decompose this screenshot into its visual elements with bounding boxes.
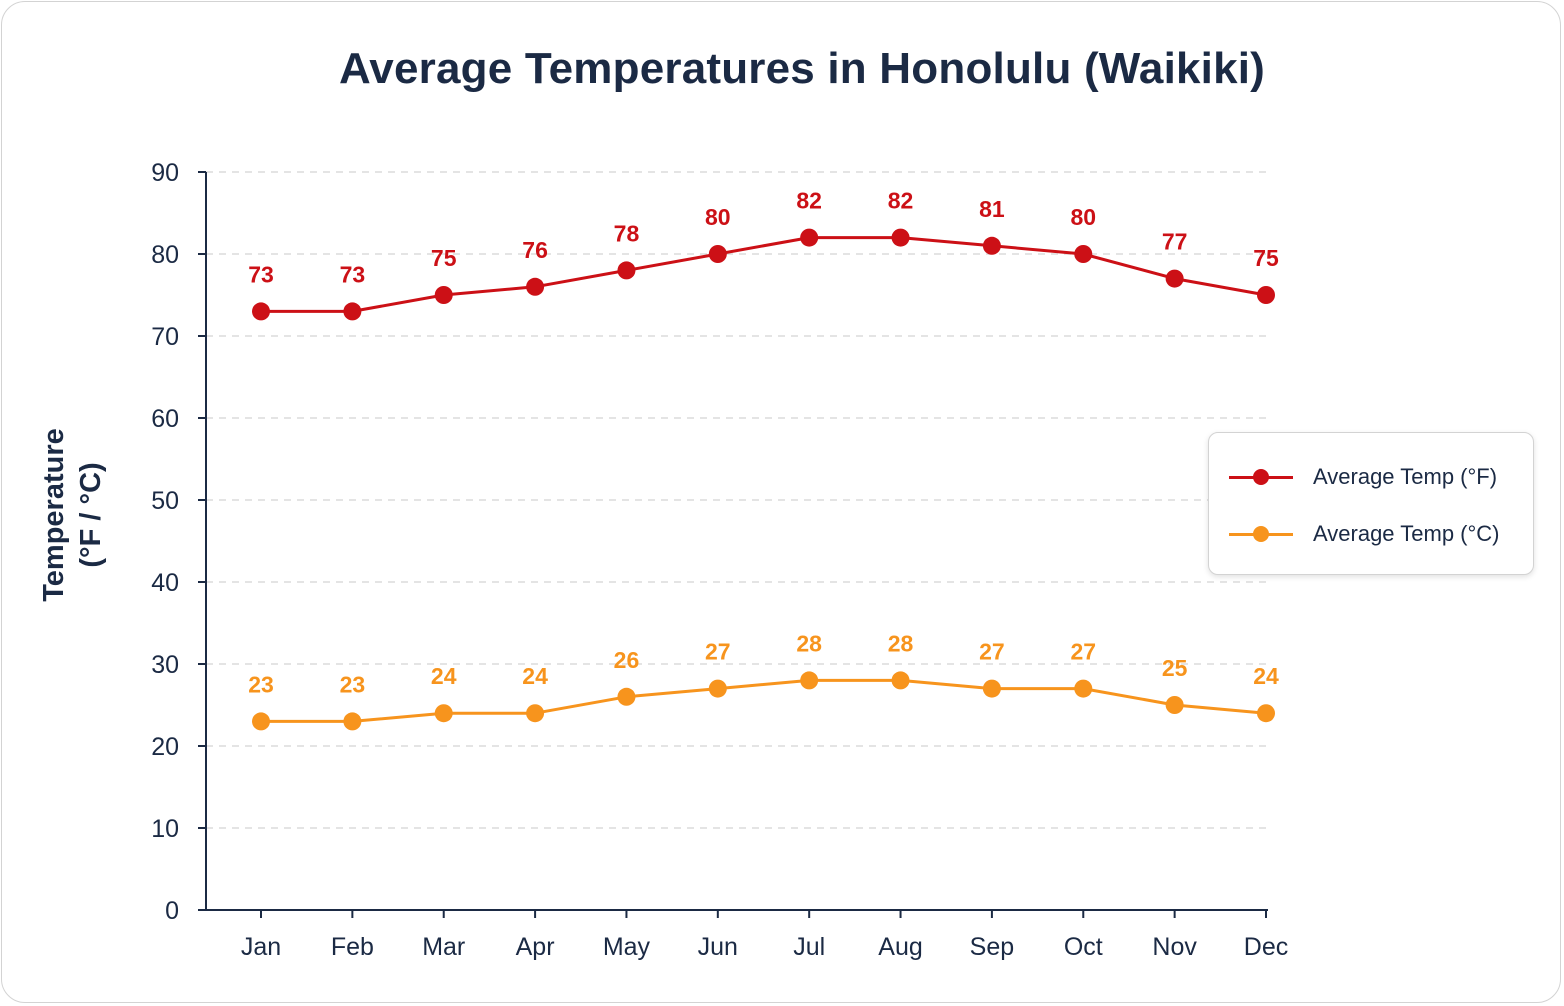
data-point-1-aug [891, 671, 910, 690]
legend-label-fahrenheit: Average Temp (°F) [1313, 464, 1498, 489]
y-axis-title-line1: Temperature [38, 428, 70, 602]
data-label-1-jan: 23 [248, 671, 274, 697]
data-label-1-mar: 24 [431, 663, 457, 689]
y-tick-label-70: 70 [151, 323, 179, 351]
data-label-1-dec: 24 [1253, 663, 1279, 689]
legend-label-celsius: Average Temp (°C) [1313, 521, 1500, 546]
series-1: 23 23 24 24 26 27 28 28 27 27 25 24 [248, 630, 1279, 731]
x-tick-label-may: May [603, 933, 651, 961]
data-label-1-feb: 23 [340, 671, 366, 697]
y-tick-label-40: 40 [151, 569, 179, 597]
data-label-0-may: 78 [614, 220, 640, 246]
y-tick-label-0: 0 [165, 897, 179, 925]
series-line-0 [261, 236, 1267, 313]
data-point-0-sep [982, 236, 1001, 255]
data-point-0-dec [1257, 286, 1275, 304]
data-point-1-feb [343, 712, 362, 731]
y-tick-label-80: 80 [151, 241, 179, 269]
data-point-1-sep [982, 679, 1001, 698]
data-label-1-jul: 28 [796, 630, 822, 656]
x-tick-label-mar: Mar [422, 933, 465, 961]
series-0: 73 73 75 76 78 80 82 82 81 80 77 75 [248, 188, 1279, 321]
data-label-1-sep: 27 [979, 639, 1005, 665]
data-point-1-dec [1257, 704, 1275, 723]
data-label-0-sep: 81 [979, 196, 1005, 222]
data-point-1-jun [708, 679, 727, 698]
x-tick-label-sep: Sep [970, 933, 1014, 961]
x-tick-label-apr: Apr [516, 933, 555, 961]
y-tick-label-60: 60 [151, 405, 179, 433]
y-tick-label-10: 10 [151, 815, 179, 843]
data-point-0-jul [800, 228, 819, 247]
data-label-1-apr: 24 [522, 663, 548, 689]
data-label-1-jun: 27 [705, 639, 731, 665]
data-point-0-feb [343, 302, 362, 321]
data-label-0-apr: 76 [522, 237, 548, 263]
chart-title: Average Temperatures in Honolulu (Waikik… [338, 44, 1266, 93]
data-label-1-nov: 25 [1162, 655, 1188, 681]
x-tick-label-oct: Oct [1064, 933, 1103, 961]
x-tick-label-dec: Dec [1244, 933, 1288, 961]
x-tick-label-jun: Jun [698, 933, 738, 961]
y-tick-label-20: 20 [151, 733, 179, 761]
y-tick-label-30: 30 [151, 651, 179, 679]
series-line-1 [261, 678, 1267, 723]
legend-item-celsius: Average Temp (°C) [1229, 519, 1500, 549]
data-label-1-aug: 28 [888, 630, 914, 656]
data-point-0-apr [526, 277, 545, 296]
data-label-0-feb: 73 [340, 261, 366, 287]
legend-swatch-celsius [1229, 519, 1293, 549]
data-label-0-jul: 82 [796, 188, 822, 214]
data-point-1-oct [1074, 679, 1093, 698]
data-point-0-mar [434, 286, 453, 304]
axes: 0 10 20 30 40 50 60 70 80 90 Jan Feb Mar Apr May Jun Jul… [151, 159, 1288, 961]
legend-swatch-fahrenheit [1229, 462, 1293, 492]
data-point-1-jul [800, 671, 819, 690]
data-label-0-aug: 82 [888, 188, 914, 214]
data-point-1-mar [434, 704, 453, 723]
data-label-0-oct: 80 [1070, 204, 1096, 230]
gridlines [206, 171, 1268, 829]
y-axis-title-line2: (°F / °C) [75, 462, 107, 567]
data-point-1-nov [1165, 696, 1184, 714]
data-label-0-jun: 80 [705, 204, 731, 230]
data-label-0-jan: 73 [248, 261, 274, 287]
x-tick-label-aug: Aug [878, 933, 922, 961]
data-label-1-may: 26 [614, 647, 640, 673]
x-tick-label-feb: Feb [331, 933, 374, 961]
data-label-0-dec: 75 [1253, 245, 1279, 271]
data-point-0-jun [708, 245, 727, 263]
series: 73 73 75 76 78 80 82 82 81 80 77 75 23 23 24 24 26 27 28 28… [248, 188, 1279, 731]
y-tick-label-90: 90 [151, 159, 179, 187]
legend-item-fahrenheit: Average Temp (°F) [1229, 462, 1497, 492]
data-label-0-nov: 77 [1162, 229, 1188, 255]
data-point-0-oct [1074, 245, 1093, 263]
data-point-0-may [617, 261, 636, 280]
x-tick-label-nov: Nov [1152, 933, 1197, 961]
data-label-0-mar: 75 [431, 245, 457, 271]
x-tick-label-jan: Jan [241, 933, 281, 961]
data-point-1-jan [252, 712, 270, 731]
data-point-0-nov [1165, 269, 1184, 288]
x-tick-label-jul: Jul [793, 933, 825, 961]
y-tick-label-50: 50 [151, 487, 179, 515]
data-point-0-jan [252, 302, 270, 321]
data-point-1-apr [526, 704, 545, 723]
data-point-1-may [617, 687, 636, 706]
data-point-0-aug [891, 228, 910, 247]
data-label-1-oct: 27 [1070, 639, 1096, 665]
legend: Average Temp (°F) Average Temp (°C) [1208, 432, 1534, 575]
